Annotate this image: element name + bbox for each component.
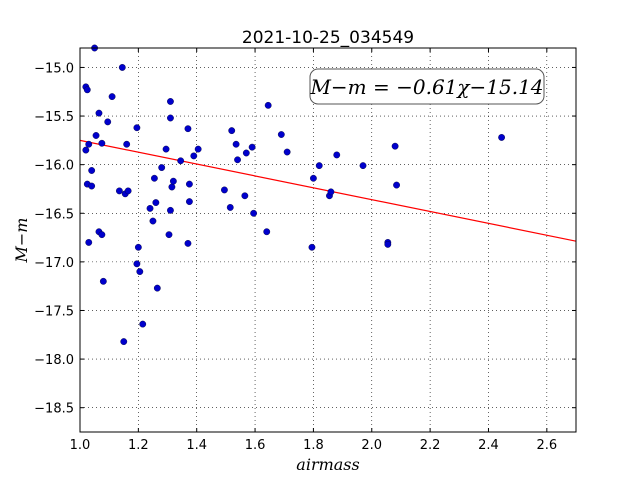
y-tick-label: −18.5 (34, 402, 74, 417)
y-tick-label: −17.0 (34, 256, 74, 271)
data-point (133, 124, 141, 132)
data-point (232, 140, 240, 148)
data-point (92, 132, 100, 139)
data-point (277, 131, 285, 138)
data-point (85, 140, 93, 148)
x-tick-label: 1.0 (70, 438, 91, 453)
data-point (136, 268, 144, 275)
data-point (184, 240, 192, 247)
data-point (167, 114, 174, 122)
x-tick-label: 2.0 (361, 438, 382, 453)
data-point (234, 156, 241, 164)
data-point (184, 125, 192, 133)
plot-frame (79, 47, 577, 433)
y-axis-label: M−m (12, 218, 31, 264)
x-tick-label: 2.4 (478, 438, 499, 453)
data-point (85, 239, 93, 246)
data-point (95, 109, 103, 117)
data-point (83, 86, 91, 94)
data-point (241, 192, 249, 200)
data-point (158, 164, 166, 171)
data-point (123, 140, 131, 148)
data-point (393, 181, 400, 189)
fit-equation-text: M−m = −0.61χ−15.14 (309, 75, 543, 99)
fit-equation-box: M−m = −0.61χ−15.14 (309, 68, 545, 105)
data-point (98, 139, 106, 147)
data-point (221, 186, 228, 194)
chart-title: 2021-10-25_034549 (242, 28, 414, 48)
data-point (263, 228, 271, 236)
data-point (150, 174, 158, 182)
data-point (333, 151, 341, 159)
data-point (177, 157, 185, 165)
data-point (264, 101, 272, 109)
x-tick-label: 2.2 (420, 438, 441, 453)
x-tick-label: 2.6 (536, 438, 557, 453)
data-point (169, 177, 177, 185)
data-point (310, 174, 317, 182)
data-point (384, 240, 392, 248)
data-point (120, 338, 128, 345)
data-point (99, 277, 107, 285)
data-point (152, 199, 160, 206)
y-tick-label: −16.0 (34, 159, 74, 174)
data-point (167, 206, 174, 214)
x-axis-label: airmass (296, 455, 359, 474)
y-tick-labels: −15.0 −15.5 −16.0 −16.5 −17.0 −17.5 −18.0 −18.5 (34, 61, 74, 416)
y-tick-label: −17.5 (34, 304, 74, 319)
data-point (162, 145, 170, 153)
data-point (104, 118, 112, 126)
data-point (359, 162, 367, 170)
x-tick-label: 1.6 (245, 438, 266, 453)
axis-ticks (79, 48, 576, 432)
x-tick-label: 1.4 (186, 438, 207, 453)
fit-equation-frame (309, 68, 545, 105)
data-point (248, 143, 256, 151)
data-point (228, 127, 236, 135)
data-point (168, 183, 176, 191)
data-point (88, 182, 96, 190)
data-point (133, 260, 141, 268)
data-point (186, 198, 193, 206)
data-point (124, 187, 132, 195)
x-tick-label: 1.2 (128, 438, 149, 453)
data-point (391, 142, 399, 150)
data-point (134, 243, 142, 251)
data-point (186, 180, 193, 188)
y-tick-label: −16.5 (34, 207, 74, 222)
data-point (108, 93, 116, 101)
data-point (226, 204, 234, 211)
data-point (250, 209, 258, 217)
y-tick-label: −15.0 (34, 61, 74, 76)
data-point (498, 134, 505, 141)
data-points (82, 44, 505, 345)
y-tick-label: −18.0 (34, 353, 74, 368)
x-tick-label: 1.8 (303, 438, 324, 453)
data-point (82, 146, 90, 154)
data-point (308, 243, 316, 251)
data-point (153, 284, 161, 292)
data-point (194, 145, 202, 153)
data-point (139, 320, 147, 328)
data-point (165, 231, 173, 239)
data-point (167, 98, 174, 105)
x-tick-labels: 1.0 1.2 1.4 1.6 1.8 2.0 2.2 2.4 2.6 (70, 438, 558, 453)
data-point (242, 149, 250, 157)
data-point (118, 64, 126, 71)
data-point (283, 148, 291, 156)
grid-lines (80, 48, 576, 432)
data-point (115, 187, 123, 195)
data-point (98, 231, 106, 239)
data-point (190, 152, 198, 160)
data-point (315, 162, 323, 170)
data-point (88, 167, 96, 174)
data-point (146, 205, 154, 212)
data-point (149, 217, 157, 225)
y-tick-label: −15.5 (34, 110, 74, 125)
data-point (327, 188, 335, 196)
